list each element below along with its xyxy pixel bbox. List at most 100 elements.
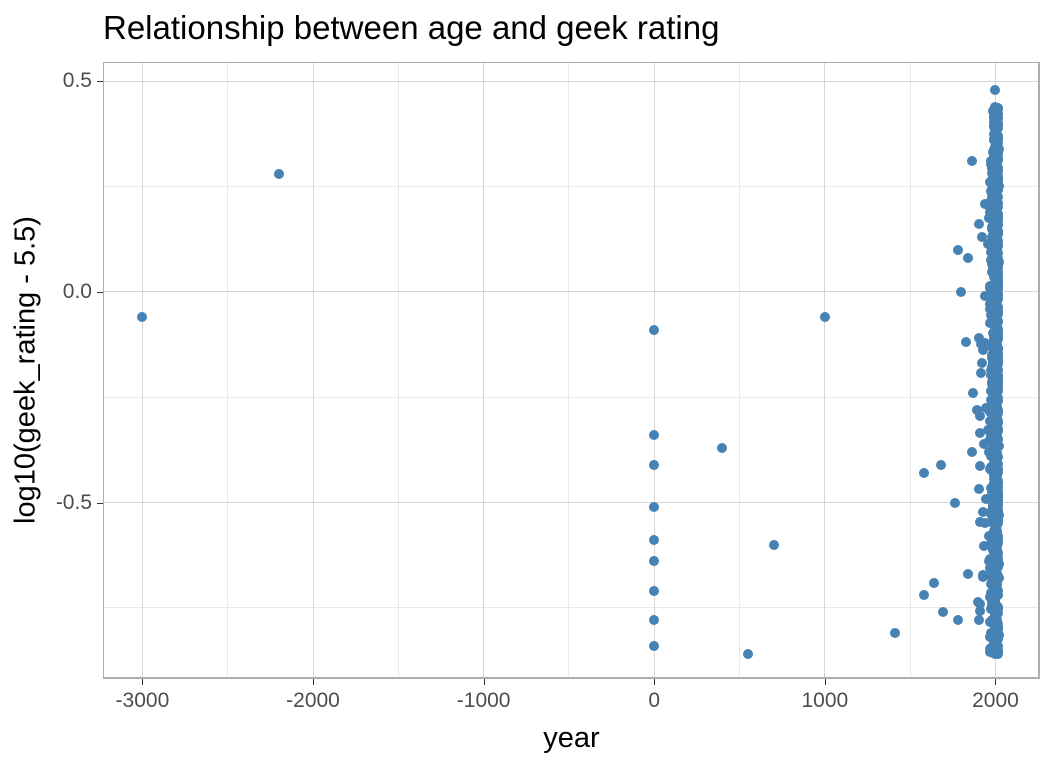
x-minor-gridline xyxy=(227,62,229,679)
data-point xyxy=(966,156,977,167)
plot-panel xyxy=(103,62,1040,679)
data-point xyxy=(990,602,1001,613)
data-point xyxy=(988,585,999,596)
x-axis-tick xyxy=(995,679,997,685)
x-axis-tick xyxy=(654,679,656,685)
data-point xyxy=(993,192,1004,203)
data-point xyxy=(918,590,929,601)
data-point xyxy=(649,585,660,596)
x-axis-tick xyxy=(142,679,144,685)
data-point xyxy=(993,332,1004,343)
x-major-gridline xyxy=(653,62,655,679)
data-point xyxy=(990,553,1001,564)
x-tick-label: 0 xyxy=(648,689,661,712)
data-point xyxy=(963,253,974,264)
data-point xyxy=(991,102,1002,113)
data-point xyxy=(984,540,995,551)
data-point xyxy=(768,539,779,550)
x-minor-gridline xyxy=(397,62,399,679)
data-point xyxy=(986,198,997,209)
y-minor-gridline xyxy=(103,186,1040,188)
data-point xyxy=(983,238,994,249)
data-point xyxy=(819,312,830,323)
data-point xyxy=(992,377,1003,388)
x-tick-label: 2000 xyxy=(972,689,1019,712)
data-point xyxy=(992,294,1003,305)
data-point xyxy=(986,424,997,435)
data-point xyxy=(966,446,977,457)
data-point xyxy=(973,218,984,229)
data-point xyxy=(986,379,997,390)
data-point xyxy=(985,451,996,462)
data-point xyxy=(989,500,1000,511)
data-point xyxy=(717,442,728,453)
data-point xyxy=(985,407,996,418)
data-point xyxy=(990,507,1001,518)
data-point xyxy=(992,490,1003,501)
data-point xyxy=(974,333,985,344)
data-point xyxy=(992,130,1003,141)
y-major-gridline xyxy=(103,80,1040,82)
data-point xyxy=(991,112,1002,123)
data-point xyxy=(991,341,1002,352)
data-point xyxy=(992,407,1003,418)
chart-title: Relationship between age and geek rating xyxy=(103,9,720,46)
data-point xyxy=(980,338,991,349)
data-point xyxy=(918,468,929,479)
data-point xyxy=(990,611,1001,622)
data-point xyxy=(743,649,754,660)
y-axis-tick xyxy=(97,291,103,293)
data-point xyxy=(985,461,996,472)
data-point xyxy=(649,615,660,626)
x-axis-title: year xyxy=(543,722,600,754)
data-point xyxy=(974,483,985,494)
data-point xyxy=(991,471,1002,482)
data-point xyxy=(992,644,1003,655)
data-point xyxy=(978,507,989,518)
data-point xyxy=(991,579,1002,590)
data-point xyxy=(974,517,985,528)
data-point xyxy=(935,459,946,470)
y-tick-label: 0.5 xyxy=(62,69,92,93)
data-point xyxy=(990,525,1001,536)
x-axis-tick xyxy=(824,679,826,685)
data-point xyxy=(986,429,997,440)
data-point xyxy=(984,531,995,542)
data-point xyxy=(649,501,660,512)
data-point xyxy=(978,345,989,356)
x-axis-tick xyxy=(483,679,485,685)
data-point xyxy=(985,302,996,313)
data-point xyxy=(649,556,660,567)
data-point xyxy=(993,288,1004,299)
data-point xyxy=(991,396,1002,407)
x-tick-label: -3000 xyxy=(115,689,170,712)
data-point xyxy=(988,633,999,644)
data-point xyxy=(952,615,963,626)
x-minor-gridline xyxy=(739,62,741,679)
data-point xyxy=(987,353,998,364)
data-point xyxy=(992,437,1003,448)
data-point xyxy=(649,459,660,470)
x-major-gridline xyxy=(824,62,826,679)
data-point xyxy=(976,367,987,378)
data-point xyxy=(273,169,284,180)
y-axis-tick xyxy=(97,81,103,83)
data-point xyxy=(993,184,1004,195)
x-axis-tick xyxy=(313,679,315,685)
data-point xyxy=(992,432,1003,443)
data-point xyxy=(985,627,996,638)
data-point xyxy=(937,607,948,618)
data-point xyxy=(961,337,972,348)
data-point xyxy=(990,387,1001,398)
data-point xyxy=(991,624,1002,635)
data-point xyxy=(889,628,900,639)
data-point xyxy=(988,172,999,183)
data-point xyxy=(989,166,1000,177)
data-point xyxy=(971,404,982,415)
data-point xyxy=(956,286,967,297)
y-minor-gridline xyxy=(103,396,1040,398)
x-major-gridline xyxy=(483,62,485,679)
data-point xyxy=(137,312,148,323)
data-point xyxy=(986,155,997,166)
data-point xyxy=(980,291,991,302)
